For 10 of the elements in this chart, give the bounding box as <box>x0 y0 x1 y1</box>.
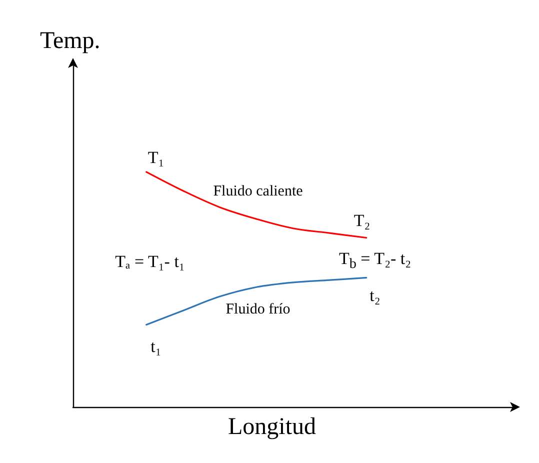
annotation: Fluido caliente <box>213 184 303 200</box>
x-axis-title: Longitud <box>228 414 316 441</box>
text: T₁ <box>148 148 164 168</box>
annotation: Tₐ = T₁- t₁ <box>115 252 185 272</box>
annotation: Fluido frío <box>226 302 290 318</box>
annotation: T$_{b}$ = T₂- t₂ <box>338 248 412 274</box>
annotation: t₂ <box>370 286 380 306</box>
annotation: t₁ <box>150 337 162 357</box>
y-axis-title: Temp. <box>40 28 100 55</box>
annotation: T₂ <box>354 211 370 231</box>
